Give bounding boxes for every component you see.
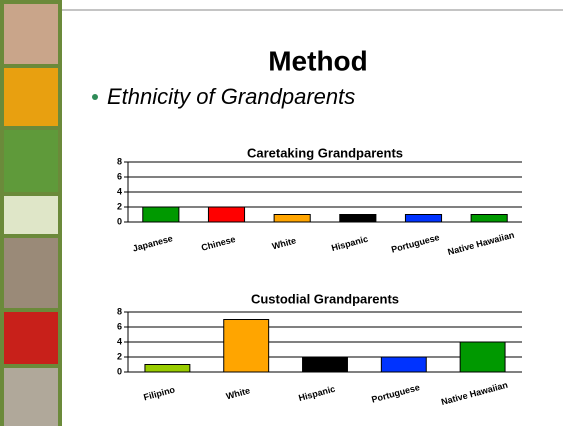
bar <box>207 206 246 223</box>
y-tick-label: 0 <box>117 216 122 226</box>
bar <box>339 214 377 223</box>
y-tick-label: 6 <box>117 171 122 181</box>
bar <box>404 214 443 223</box>
bar <box>302 356 348 373</box>
x-tick-label: Hispanic <box>297 384 336 403</box>
photo <box>4 312 58 364</box>
y-tick-label: 2 <box>117 351 122 361</box>
photo <box>4 238 58 308</box>
slide-title: Method <box>268 45 368 76</box>
y-tick-label: 2 <box>117 201 122 211</box>
y-tick-label: 8 <box>117 306 122 316</box>
bar <box>144 364 191 373</box>
bar <box>459 341 506 373</box>
x-tick-label: Portuguese <box>390 232 440 254</box>
chart-title: Caretaking Grandparents <box>247 145 403 160</box>
bullet-dot <box>92 94 98 100</box>
chart-title: Custodial Grandparents <box>251 291 399 306</box>
bar <box>470 214 508 223</box>
x-tick-label: Native Hawaiian <box>447 230 516 257</box>
y-tick-label: 6 <box>117 321 122 331</box>
x-tick-label: Japanese <box>132 233 174 253</box>
x-tick-label: White <box>225 385 251 401</box>
x-tick-label: Native Hawaiian <box>440 380 509 407</box>
photo <box>4 68 58 126</box>
x-tick-label: Portuguese <box>370 382 420 404</box>
bar <box>380 356 427 373</box>
x-tick-label: Chinese <box>200 234 236 253</box>
photo <box>4 196 58 234</box>
bar <box>273 214 311 223</box>
y-tick-label: 4 <box>117 186 122 196</box>
x-tick-label: Hispanic <box>330 234 369 253</box>
photo-strip <box>0 0 62 426</box>
y-tick-label: 0 <box>117 366 122 376</box>
bar <box>223 319 270 373</box>
photo <box>4 368 58 426</box>
bullet-text: Ethnicity of Grandparents <box>107 84 355 109</box>
photo <box>4 4 58 64</box>
y-tick-label: 4 <box>117 336 122 346</box>
x-tick-label: Filipino <box>142 384 176 402</box>
bar <box>142 206 180 223</box>
y-tick-label: 8 <box>117 156 122 166</box>
photo <box>4 130 58 192</box>
x-tick-label: White <box>271 235 297 251</box>
